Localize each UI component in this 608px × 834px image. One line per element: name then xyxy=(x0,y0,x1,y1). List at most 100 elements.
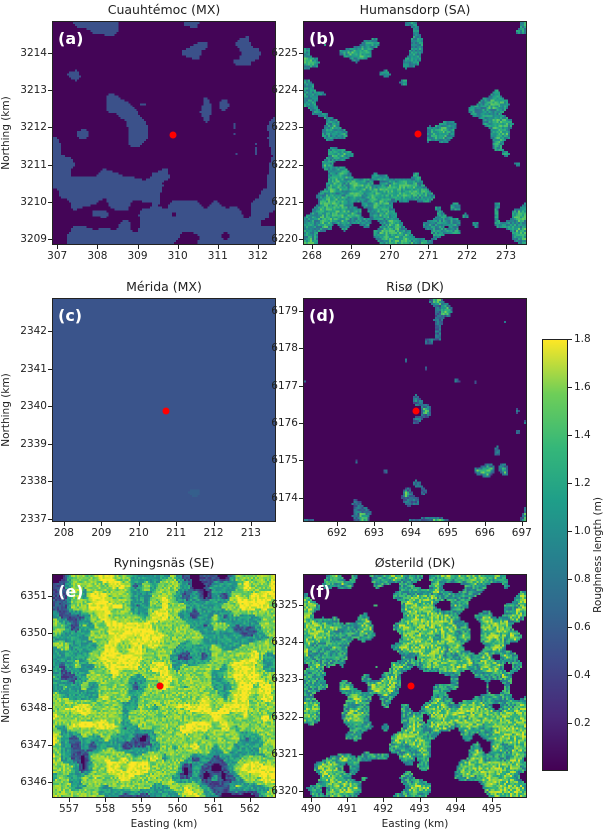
y-tick-label: 2338 xyxy=(20,475,47,488)
x-tick-label: 212 xyxy=(203,527,224,539)
x-tick xyxy=(350,245,352,249)
y-tick xyxy=(48,164,52,166)
y-tick xyxy=(299,90,303,92)
y-tick xyxy=(48,670,52,672)
x-tick xyxy=(137,245,139,249)
x-tick xyxy=(521,522,523,526)
colorbar-tick-label: 0.2 xyxy=(574,717,591,729)
x-tick xyxy=(310,798,312,802)
y-tick-label: 6323 xyxy=(271,673,298,686)
y-tick xyxy=(299,53,303,54)
x-tick-label: 269 xyxy=(340,250,361,262)
site-marker xyxy=(169,131,177,139)
x-tick xyxy=(337,522,338,526)
site-marker xyxy=(407,682,415,690)
panel-letter: (c) xyxy=(58,306,83,325)
y-tick-label: 6349 xyxy=(20,664,47,677)
y-tick-label: 3210 xyxy=(20,196,47,209)
y-tick xyxy=(299,127,303,129)
y-tick-label: 6347 xyxy=(20,738,47,751)
x-tick-label: 490 xyxy=(300,803,321,815)
y-tick-label: 6321 xyxy=(271,747,298,760)
y-tick-label: 3213 xyxy=(20,84,47,97)
x-tick-label: 557 xyxy=(58,803,80,815)
panel-letter: (e) xyxy=(58,582,84,601)
y-axis-label: Northing (km) xyxy=(0,373,12,447)
y-tick-label: 6224 xyxy=(271,84,298,97)
heatmap-axes: (a) xyxy=(52,21,276,245)
y-tick-label: 3212 xyxy=(20,121,47,134)
x-tick-label: 493 xyxy=(409,803,430,815)
x-tick xyxy=(373,522,375,526)
x-tick xyxy=(347,798,349,802)
colorbar-tick-label: 1.8 xyxy=(574,333,591,345)
x-tick-label: 307 xyxy=(47,250,68,262)
x-tick xyxy=(383,798,385,802)
x-tick xyxy=(176,522,178,526)
y-tick xyxy=(299,497,303,499)
y-tick xyxy=(48,202,52,204)
x-tick xyxy=(97,245,99,249)
y-tick-label: 2340 xyxy=(20,400,47,413)
x-tick-label: 270 xyxy=(379,250,400,262)
y-tick-label: 6221 xyxy=(271,195,298,208)
x-tick xyxy=(69,798,70,802)
y-tick xyxy=(48,707,52,709)
x-tick-label: 309 xyxy=(127,250,148,262)
colorbar xyxy=(542,339,568,771)
site-marker xyxy=(414,130,422,138)
heatmap-axes: (e) xyxy=(52,574,276,798)
y-tick xyxy=(299,604,303,606)
x-tick-label: 213 xyxy=(240,527,261,539)
x-tick xyxy=(141,798,143,802)
x-tick-label: 211 xyxy=(166,527,187,539)
x-tick-label: 495 xyxy=(481,803,502,815)
colorbar-tick xyxy=(568,627,572,628)
y-tick xyxy=(299,239,303,241)
x-tick-label: 208 xyxy=(53,527,74,539)
site-marker xyxy=(412,407,420,415)
y-tick-label: 6175 xyxy=(271,454,298,467)
y-tick xyxy=(48,595,52,597)
y-tick-label: 6177 xyxy=(271,379,298,392)
y-tick xyxy=(48,52,52,54)
panel-title: Cuauhtémoc (MX) xyxy=(107,2,221,17)
y-tick-label: 2339 xyxy=(20,437,47,450)
x-tick xyxy=(467,245,469,249)
y-tick xyxy=(299,716,303,718)
x-tick xyxy=(428,245,430,249)
x-tick xyxy=(506,245,508,249)
heatmap-axes: (b) xyxy=(303,21,527,245)
x-tick xyxy=(250,522,252,526)
panel-title: Ryningsnäs (SE) xyxy=(113,555,215,570)
y-tick-label: 6348 xyxy=(20,701,47,714)
panel-letter: (a) xyxy=(58,29,84,48)
y-tick xyxy=(299,311,303,313)
x-tick xyxy=(491,798,493,802)
colorbar-tick xyxy=(568,579,572,580)
roughness-heatmap xyxy=(53,575,275,797)
colorbar-tick xyxy=(568,435,572,436)
y-tick xyxy=(48,90,52,92)
colorbar-tick xyxy=(568,723,572,724)
x-tick xyxy=(447,522,449,526)
map-panel: Mérida (MX) (c) 208 209 210 211 212 213 2337 2338… xyxy=(0,279,276,539)
colorbar-tick-label: 0.4 xyxy=(574,669,591,681)
y-tick-label: 2341 xyxy=(20,362,47,375)
panel-title: Østerild (DK) xyxy=(374,555,456,570)
y-tick xyxy=(48,368,52,370)
x-tick-label: 308 xyxy=(87,250,108,262)
panel-title: Mérida (MX) xyxy=(126,279,202,294)
y-tick xyxy=(299,385,303,387)
x-tick-label: 268 xyxy=(301,250,322,262)
colorbar-tick xyxy=(568,675,572,676)
x-tick-label: 209 xyxy=(91,527,112,539)
map-panel: Cuauhtémoc (MX) (a) 307 308 309 310 311 312 3209… xyxy=(0,2,276,262)
map-panel: Østerild (DK) (f) 490 491 492 493 494 495 6320 63… xyxy=(271,555,527,830)
y-tick-label: 2342 xyxy=(20,325,47,338)
x-tick-label: 560 xyxy=(167,803,188,815)
x-tick-label: 272 xyxy=(457,250,478,262)
x-tick-label: 562 xyxy=(239,803,260,815)
x-tick-label: 273 xyxy=(496,250,517,262)
y-tick-label: 6225 xyxy=(271,47,298,59)
